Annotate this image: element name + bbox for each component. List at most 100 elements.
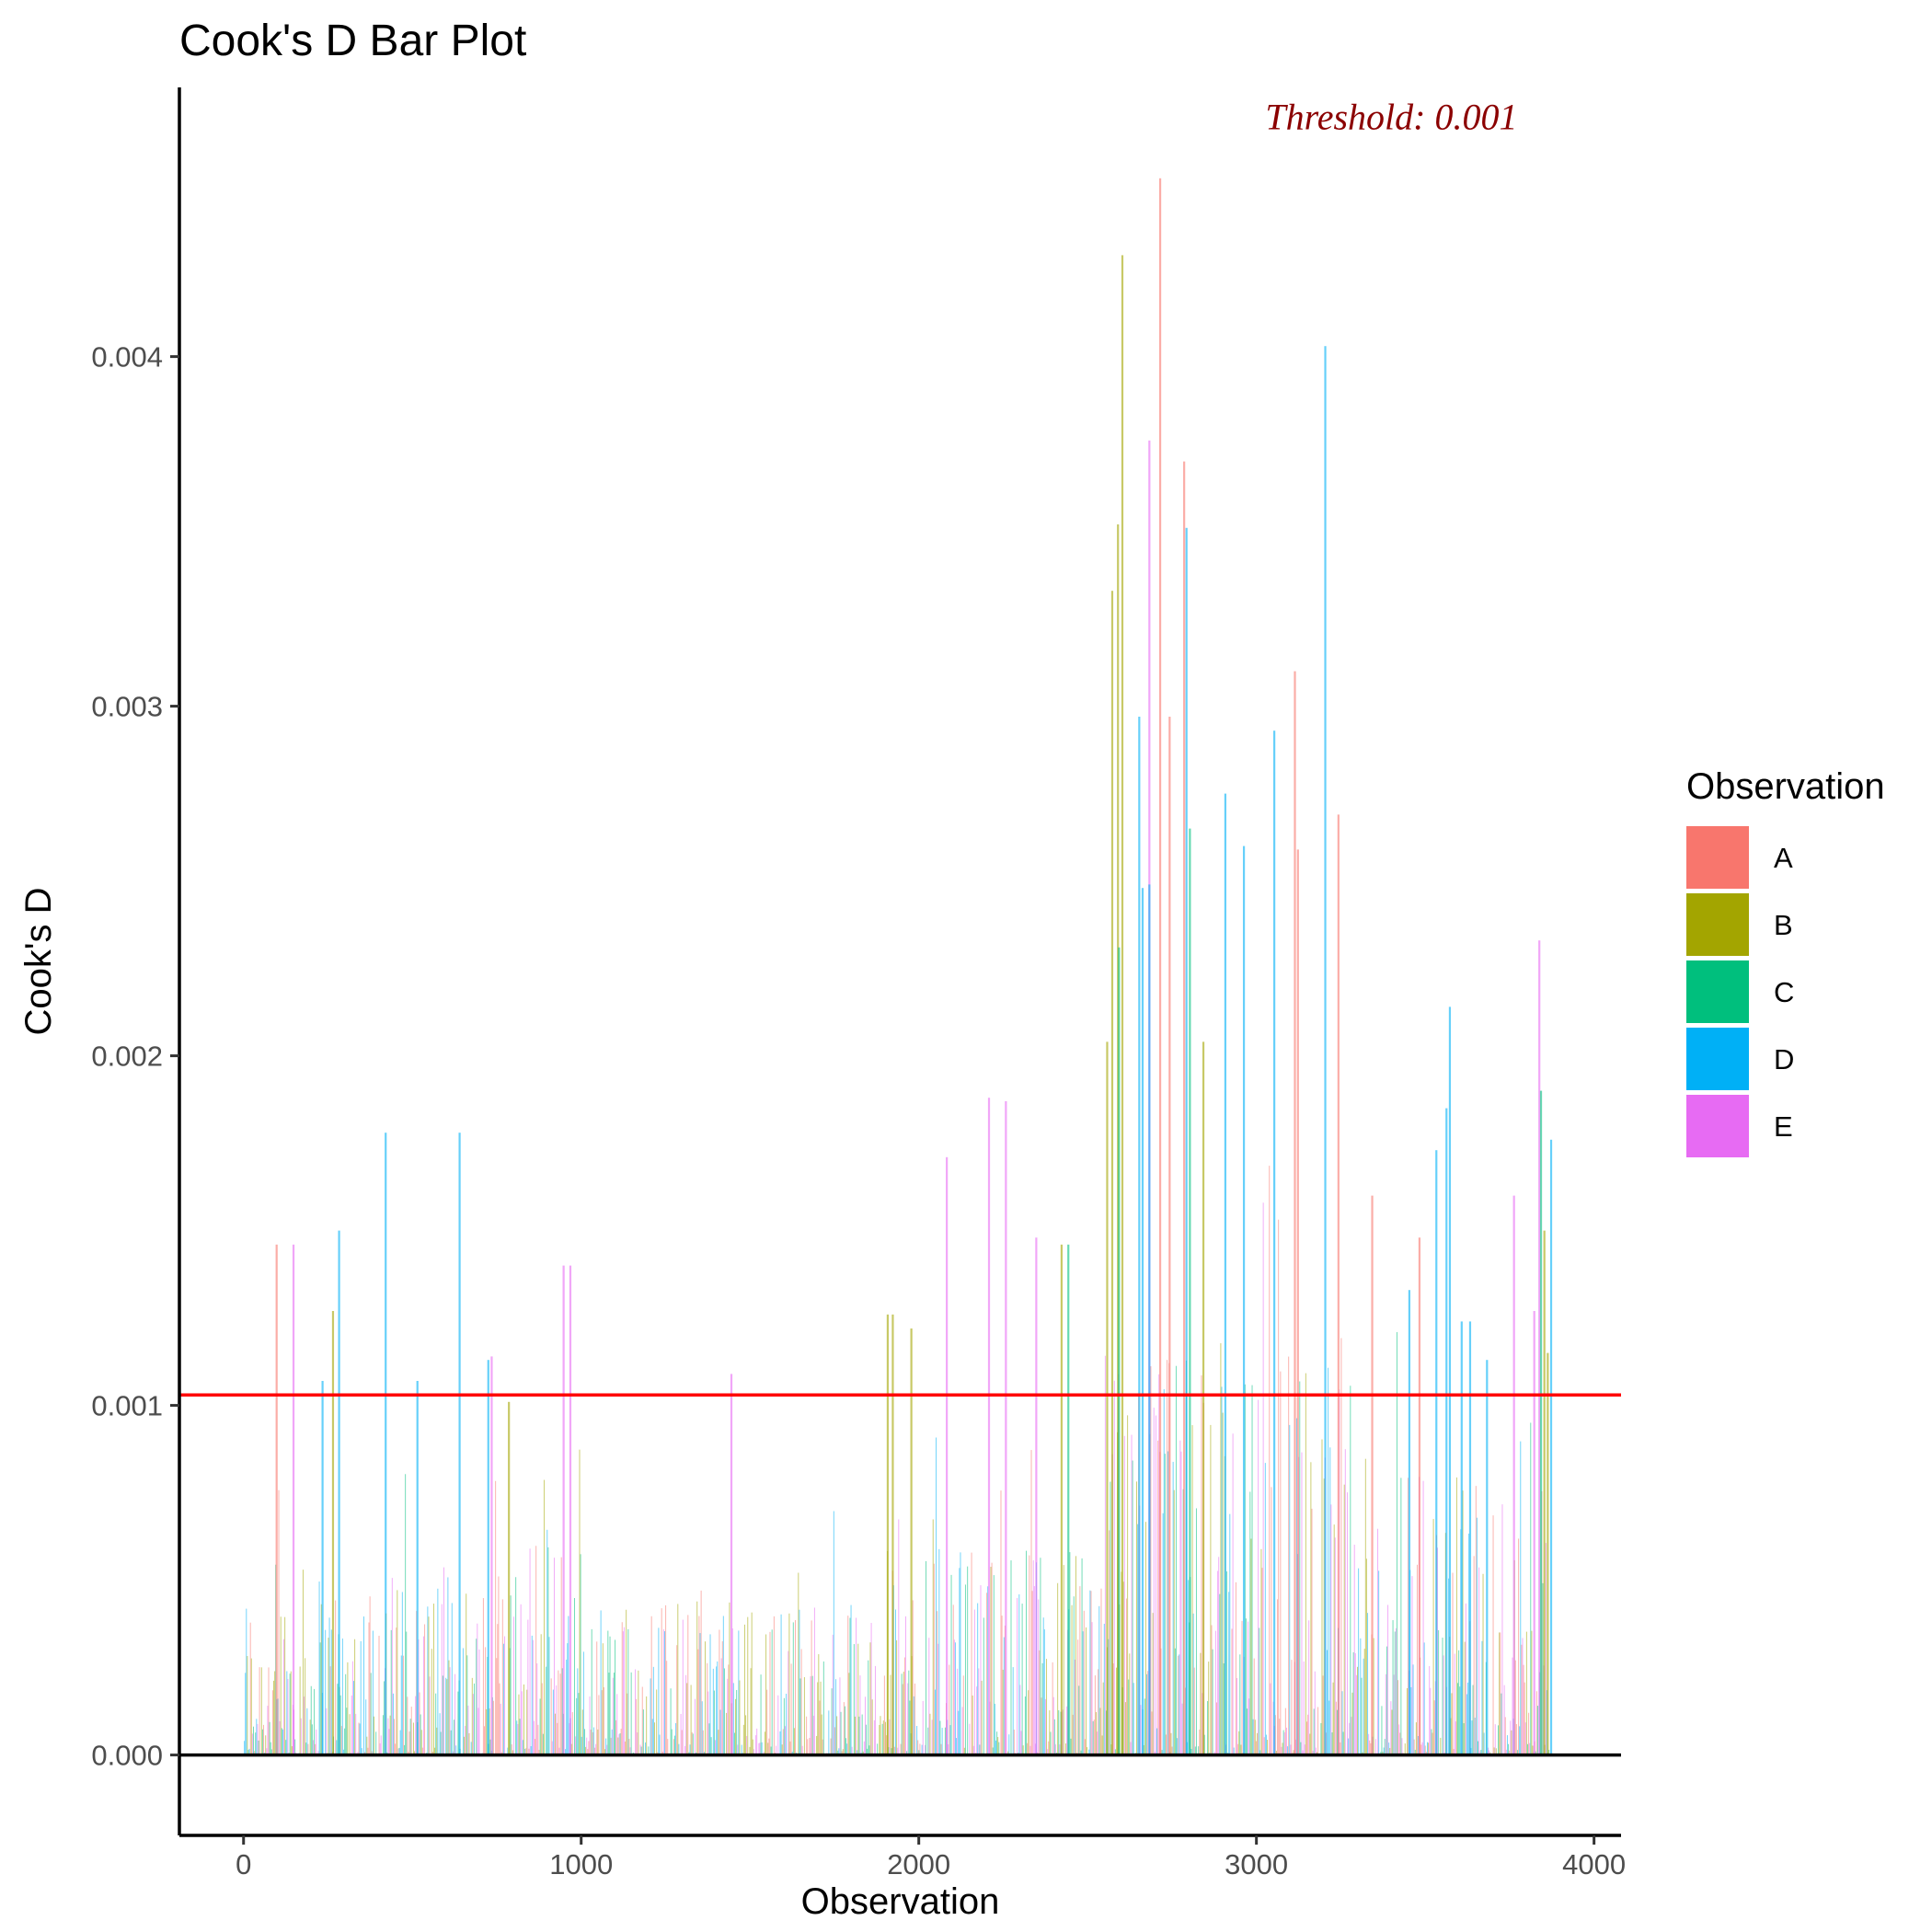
cooks-d-bar: [1400, 1478, 1402, 1755]
cooks-d-bar: [886, 1735, 888, 1755]
cooks-d-bar: [399, 1730, 401, 1755]
cooks-d-bar-peak: [886, 1314, 890, 1755]
cooks-d-bar: [746, 1736, 748, 1755]
cooks-d-bar: [1129, 1653, 1131, 1755]
cooks-d-bar: [921, 1744, 923, 1755]
cooks-d-bar: [723, 1668, 725, 1755]
cooks-d-bar: [737, 1744, 739, 1755]
cooks-d-bar: [697, 1649, 699, 1755]
cooks-d-bar: [841, 1751, 843, 1755]
cooks-d-bar: [263, 1724, 265, 1755]
cooks-d-bar: [584, 1729, 586, 1755]
cooks-d-bar: [601, 1690, 603, 1755]
cooks-d-bar: [1467, 1682, 1469, 1755]
cooks-d-bar: [1013, 1730, 1015, 1755]
cooks-d-bar: [1478, 1567, 1480, 1755]
cooks-d-bar: [581, 1709, 583, 1755]
cooks-d-bar: [1080, 1750, 1082, 1755]
cooks-d-bar: [1443, 1655, 1444, 1755]
cooks-d-bar: [820, 1681, 822, 1755]
cooks-d-bar: [1177, 1738, 1179, 1755]
cooks-d-bar: [1472, 1685, 1474, 1755]
cooks-d-bar: [1255, 1741, 1257, 1755]
cooks-d-bar-peak: [1183, 461, 1186, 1755]
cooks-d-bar: [617, 1737, 619, 1755]
cooks-d-bar: [405, 1474, 407, 1755]
legend-swatch-d: [1686, 1028, 1749, 1090]
cooks-d-bar: [1131, 1434, 1133, 1755]
cooks-d-bar: [291, 1746, 293, 1755]
cooks-d-bar: [779, 1731, 781, 1755]
cooks-d-bar: [705, 1641, 707, 1755]
cooks-d-bar: [1147, 1671, 1149, 1755]
legend-swatch-c: [1686, 960, 1749, 1023]
cooks-d-bar: [512, 1616, 514, 1755]
cooks-d-bar-peak: [1060, 1244, 1064, 1755]
cooks-d-bar: [247, 1750, 249, 1755]
cooks-d-bar: [523, 1684, 524, 1755]
cooks-d-bar: [329, 1666, 331, 1755]
cooks-d-bar: [859, 1675, 861, 1755]
cooks-d-bar: [1239, 1654, 1241, 1755]
cooks-d-bar: [959, 1568, 960, 1755]
cooks-d-bar: [798, 1572, 799, 1755]
cooks-d-bar: [1493, 1747, 1495, 1755]
cooks-d-bar: [358, 1722, 360, 1755]
cooks-d-bar: [749, 1746, 751, 1755]
cooks-d-bar: [870, 1623, 872, 1755]
cooks-d-bar: [1277, 1599, 1279, 1755]
cooks-d-bar: [369, 1596, 371, 1755]
cooks-d-bar: [812, 1715, 814, 1755]
cooks-d-bar: [1535, 1691, 1537, 1755]
cooks-d-bar: [847, 1616, 849, 1755]
cooks-d-bar: [596, 1641, 598, 1755]
cooks-d-bar-peak: [730, 1374, 733, 1755]
cooks-d-bar: [1026, 1550, 1028, 1755]
cooks-d-bar: [670, 1688, 672, 1755]
cooks-d-bar: [1259, 1750, 1261, 1755]
cooks-d-bar: [712, 1668, 714, 1755]
cooks-d-bar: [501, 1599, 503, 1755]
cooks-d-bar: [701, 1701, 703, 1755]
cooks-d-bar: [286, 1671, 288, 1755]
cooks-d-bar: [707, 1691, 709, 1755]
cooks-d-bar: [995, 1740, 996, 1755]
cooks-d-bar: [528, 1748, 530, 1755]
cooks-d-bar: [455, 1745, 457, 1755]
cooks-d-bar: [652, 1666, 654, 1755]
cooks-d-bar: [858, 1716, 860, 1755]
cooks-d-bar: [1514, 1660, 1516, 1755]
cooks-d-bar: [771, 1629, 773, 1755]
cooks-d-bar: [944, 1727, 946, 1755]
cooks-d-bar: [1066, 1706, 1068, 1755]
cooks-d-bar: [1499, 1632, 1501, 1755]
cooks-d-bar: [1426, 1742, 1428, 1755]
cooks-d-bar: [1474, 1717, 1476, 1755]
cooks-d-bar: [1208, 1662, 1210, 1755]
cooks-d-bar: [589, 1696, 591, 1755]
cooks-d-bar: [1483, 1732, 1485, 1755]
cooks-d-bar: [368, 1622, 370, 1755]
cooks-d-bar-peak: [1294, 671, 1296, 1755]
cooks-d-bar: [1144, 1698, 1145, 1755]
cooks-d-bar: [1433, 1700, 1435, 1755]
cooks-d-bar: [1398, 1724, 1400, 1755]
cooks-d-bar: [1019, 1685, 1021, 1755]
cooks-d-bar: [1075, 1556, 1076, 1755]
cooks-d-bar: [315, 1743, 316, 1755]
cooks-d-bar: [1471, 1720, 1473, 1755]
cooks-d-bar: [1311, 1508, 1313, 1755]
cooks-d-bar: [1295, 1418, 1297, 1755]
cooks-d-bar: [613, 1673, 615, 1755]
cooks-d-bar: [1059, 1744, 1061, 1755]
cooks-d-bar: [1265, 1734, 1267, 1755]
cooks-d-bar: [1077, 1639, 1079, 1755]
cooks-d-bar-peak: [1512, 1195, 1515, 1755]
cooks-d-bar: [1133, 1683, 1134, 1755]
cooks-d-bar: [1363, 1649, 1365, 1755]
cooks-d-bar-peak: [1110, 591, 1114, 1755]
legend-title: Observation: [1686, 766, 1885, 807]
cooks-d-bar-peak: [1067, 1244, 1070, 1755]
cooks-d-bar: [822, 1739, 823, 1755]
cooks-d-bar-peak: [385, 1133, 387, 1755]
